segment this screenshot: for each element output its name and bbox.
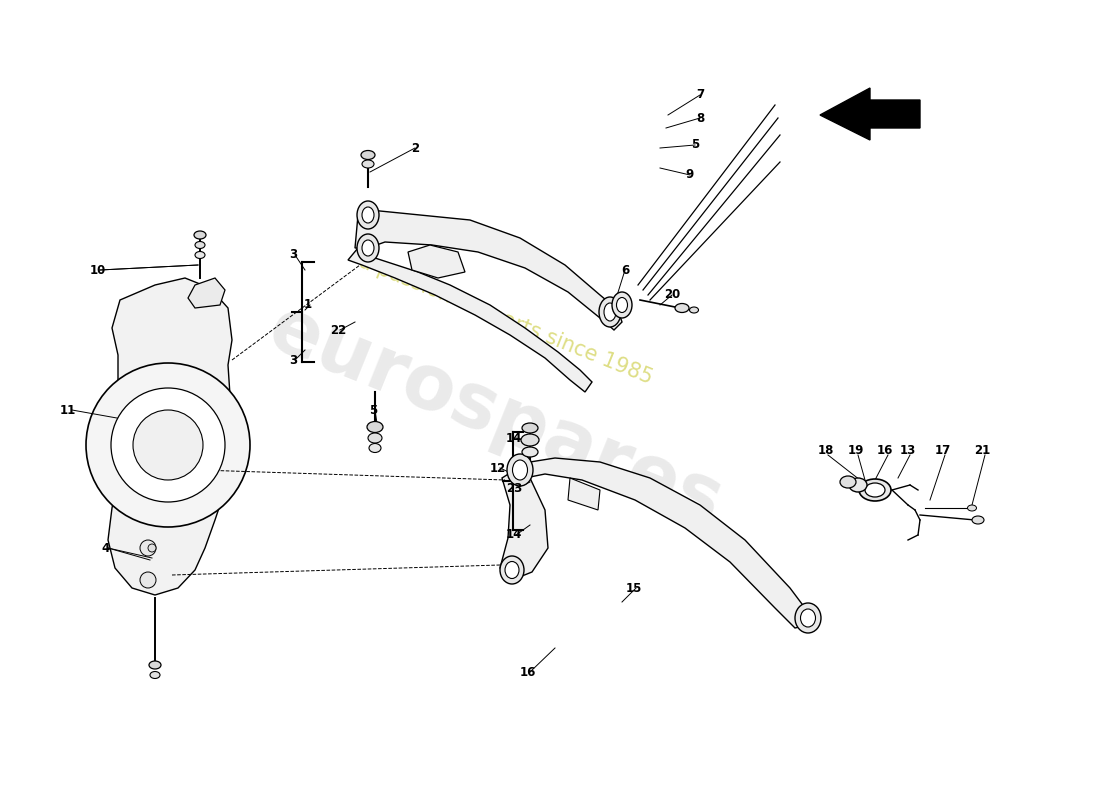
Ellipse shape <box>968 505 977 511</box>
Ellipse shape <box>362 160 374 168</box>
Ellipse shape <box>604 303 616 321</box>
Ellipse shape <box>195 242 205 249</box>
Text: 23: 23 <box>506 482 522 494</box>
Text: 15: 15 <box>626 582 642 594</box>
Text: 13: 13 <box>900 443 916 457</box>
Text: 11: 11 <box>59 403 76 417</box>
Polygon shape <box>408 245 465 278</box>
Ellipse shape <box>358 234 379 262</box>
Ellipse shape <box>362 207 374 223</box>
Text: 16: 16 <box>520 666 536 678</box>
Ellipse shape <box>849 478 867 492</box>
Ellipse shape <box>616 298 627 313</box>
Polygon shape <box>525 458 808 628</box>
Ellipse shape <box>507 454 534 486</box>
Text: 3: 3 <box>289 249 297 262</box>
Circle shape <box>86 363 250 527</box>
Text: 21: 21 <box>974 443 990 457</box>
Ellipse shape <box>513 460 528 480</box>
Ellipse shape <box>500 556 524 584</box>
Ellipse shape <box>195 251 205 258</box>
Circle shape <box>148 544 156 552</box>
Ellipse shape <box>522 423 538 433</box>
Ellipse shape <box>368 443 381 453</box>
Text: 8: 8 <box>696 111 704 125</box>
Polygon shape <box>820 88 920 140</box>
Ellipse shape <box>522 447 538 457</box>
Ellipse shape <box>690 307 698 313</box>
Text: 12: 12 <box>490 462 506 474</box>
Ellipse shape <box>194 231 206 239</box>
Ellipse shape <box>801 609 815 627</box>
Ellipse shape <box>148 661 161 669</box>
Circle shape <box>111 388 226 502</box>
Ellipse shape <box>505 562 519 578</box>
Ellipse shape <box>612 292 632 318</box>
Circle shape <box>140 540 156 556</box>
Ellipse shape <box>795 603 821 633</box>
Polygon shape <box>500 462 548 580</box>
Text: 3: 3 <box>289 354 297 366</box>
Ellipse shape <box>150 671 160 678</box>
Text: 18: 18 <box>817 443 834 457</box>
Text: 1: 1 <box>304 298 312 311</box>
Text: 7: 7 <box>696 89 704 102</box>
Circle shape <box>133 410 204 480</box>
Polygon shape <box>108 278 232 595</box>
Ellipse shape <box>358 201 379 229</box>
Text: 22: 22 <box>330 323 346 337</box>
Ellipse shape <box>865 483 886 497</box>
Text: 14: 14 <box>506 529 522 542</box>
Ellipse shape <box>840 476 856 488</box>
Text: 20: 20 <box>664 289 680 302</box>
Ellipse shape <box>368 433 382 443</box>
Ellipse shape <box>600 297 621 327</box>
Text: 2: 2 <box>411 142 419 154</box>
Text: a passion for parts since 1985: a passion for parts since 1985 <box>356 252 656 388</box>
Ellipse shape <box>361 150 375 159</box>
Polygon shape <box>355 210 622 330</box>
Polygon shape <box>348 248 592 392</box>
Text: 4: 4 <box>102 542 110 554</box>
Text: 5: 5 <box>691 138 700 151</box>
Ellipse shape <box>521 434 539 446</box>
Text: 14: 14 <box>506 431 522 445</box>
Polygon shape <box>568 478 600 510</box>
Text: 16: 16 <box>877 443 893 457</box>
Text: 9: 9 <box>686 169 694 182</box>
Text: 17: 17 <box>935 443 952 457</box>
Ellipse shape <box>367 422 383 433</box>
Text: 5: 5 <box>368 403 377 417</box>
Ellipse shape <box>972 516 984 524</box>
Text: eurospares: eurospares <box>257 291 733 541</box>
Circle shape <box>140 572 156 588</box>
Text: 19: 19 <box>848 443 865 457</box>
Text: 10: 10 <box>90 263 106 277</box>
Ellipse shape <box>675 303 689 313</box>
Ellipse shape <box>859 479 891 501</box>
Ellipse shape <box>362 240 374 256</box>
Text: 6: 6 <box>620 263 629 277</box>
Polygon shape <box>188 278 226 308</box>
